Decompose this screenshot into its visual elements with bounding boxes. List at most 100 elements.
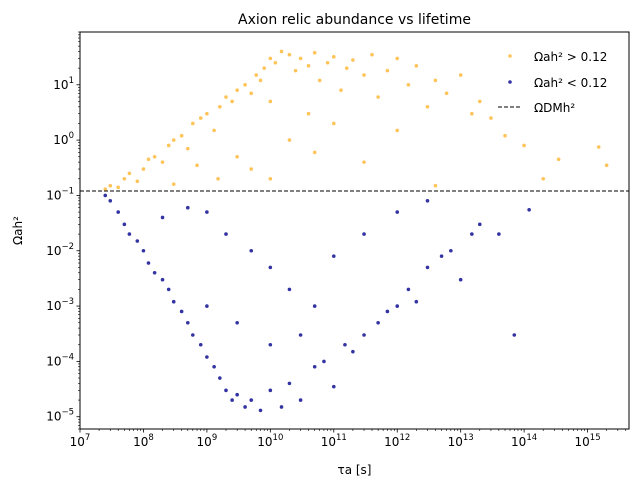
point-below-50 [224, 232, 228, 236]
point-below-44 [470, 232, 474, 236]
point-below-25 [268, 388, 273, 393]
point-below-60 [160, 215, 165, 220]
point-above-45 [395, 56, 400, 61]
point-above-4 [127, 171, 132, 176]
point-below-22 [243, 405, 247, 409]
point-above-24 [254, 73, 259, 77]
point-above-59 [596, 145, 601, 149]
point-above-53 [477, 99, 482, 104]
x-tick-label-9: 109 [197, 433, 218, 449]
point-above-64 [287, 138, 292, 142]
point-above-56 [522, 143, 526, 148]
point-above-42 [370, 52, 374, 57]
point-above-38 [339, 88, 343, 92]
point-above-72 [171, 182, 176, 186]
point-above-36 [325, 60, 330, 65]
point-above-62 [249, 167, 254, 171]
y-tick-label-6: 101 [53, 76, 74, 92]
point-below-3 [122, 222, 127, 227]
point-above-52 [470, 111, 474, 116]
point-above-68 [395, 128, 400, 133]
point-below-4 [127, 232, 132, 236]
point-below-46 [497, 232, 501, 236]
y-tick-label-3: 10−2 [46, 242, 74, 258]
point-above-47 [414, 64, 419, 68]
point-below-55 [331, 254, 336, 258]
point-below-30 [322, 359, 326, 364]
y-tick-label-1: 10−4 [46, 352, 74, 368]
point-above-60 [604, 163, 609, 168]
point-below-16 [205, 355, 209, 359]
point-below-51 [249, 248, 254, 253]
point-above-69 [433, 183, 438, 188]
x-tick-label-15: 1015 [575, 433, 601, 449]
point-below-11 [171, 299, 176, 304]
point-above-2 [116, 185, 120, 190]
point-below-27 [287, 381, 292, 386]
point-above-54 [489, 116, 493, 120]
point-below-7 [146, 261, 151, 265]
point-below-18 [218, 376, 222, 380]
point-above-3 [122, 176, 127, 181]
point-below-31 [331, 384, 336, 389]
point-above-27 [268, 56, 273, 61]
point-above-17 [212, 128, 216, 133]
point-above-50 [444, 91, 449, 96]
point-below-43 [458, 277, 463, 282]
x-tick-label-10: 1010 [257, 433, 283, 449]
point-above-15 [198, 116, 203, 120]
point-above-55 [503, 133, 507, 138]
x-tick-label-7: 107 [70, 433, 91, 449]
point-below-59 [185, 205, 190, 210]
point-below-19 [224, 388, 228, 393]
point-below-35 [376, 320, 380, 325]
legend-label-above: Ωah² > 0.12 [534, 50, 607, 64]
point-above-48 [425, 105, 430, 109]
point-below-15 [198, 342, 203, 347]
points-layer [103, 49, 609, 413]
x-axis-label: τa [s] [337, 463, 371, 477]
point-above-70 [216, 176, 220, 181]
x-tick-label-12: 1012 [384, 433, 410, 449]
point-above-6 [141, 167, 146, 171]
point-below-45 [477, 222, 482, 227]
legend: Ωah² > 0.12 Ωah² < 0.12 ΩDMh² [498, 50, 607, 115]
point-above-30 [287, 52, 292, 57]
point-above-10 [166, 143, 171, 148]
point-below-62 [235, 320, 239, 325]
ticks-layer: 107 108 109 1010 1011 1012 1013 1014 1015 10−5 10−… [46, 31, 627, 449]
point-above-19 [224, 95, 228, 99]
point-below-10 [166, 287, 171, 292]
point-above-25 [258, 78, 263, 83]
point-below-39 [414, 299, 419, 304]
point-below-13 [185, 320, 190, 325]
point-above-44 [385, 68, 390, 73]
point-below-9 [160, 277, 165, 282]
point-above-73 [268, 99, 273, 104]
point-below-64 [298, 333, 303, 337]
point-above-33 [306, 64, 311, 68]
y-tick-label-2: 10−3 [46, 297, 74, 313]
point-below-17 [212, 364, 216, 369]
point-above-28 [273, 60, 278, 65]
point-below-12 [179, 309, 184, 314]
point-above-8 [152, 154, 157, 159]
x-tick-label-13: 1013 [448, 433, 474, 449]
point-above-43 [376, 95, 380, 99]
point-above-31 [293, 68, 298, 73]
y-tick-label-0: 10−5 [46, 408, 74, 424]
point-below-49 [205, 210, 209, 214]
point-above-66 [331, 121, 336, 126]
point-above-26 [262, 66, 266, 70]
point-below-26 [279, 405, 284, 409]
point-below-20 [230, 398, 234, 402]
point-above-41 [362, 73, 366, 77]
point-above-14 [191, 121, 195, 126]
point-below-37 [395, 304, 400, 308]
point-below-6 [141, 248, 146, 253]
point-below-63 [268, 342, 273, 347]
point-below-61 [205, 304, 209, 308]
point-above-65 [312, 150, 317, 155]
point-above-5 [135, 179, 140, 184]
